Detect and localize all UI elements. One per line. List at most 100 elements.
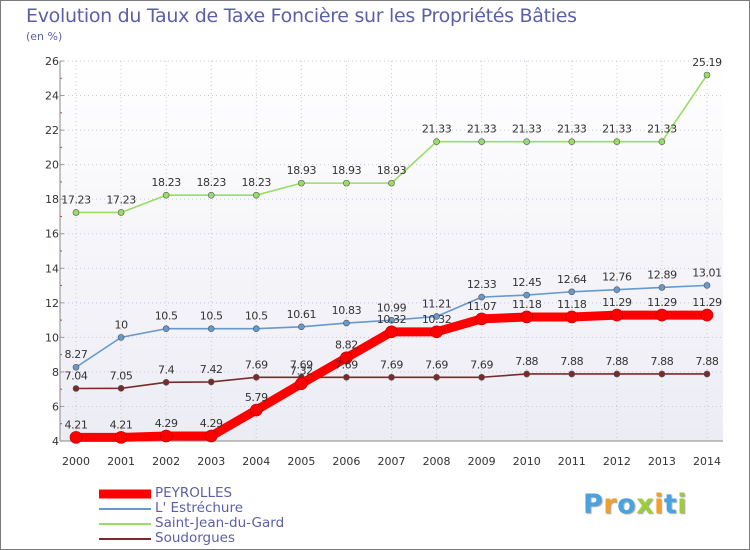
data-label: 10.61 [287,308,317,321]
data-point [385,325,398,339]
y-tick-label: 20 [45,159,59,172]
data-point [568,288,576,296]
data-label: 17.23 [61,193,91,206]
data-point [207,325,215,333]
data-label: 12.64 [557,273,587,286]
x-tick-label: 2003 [197,455,225,468]
x-tick-label: 2007 [378,455,406,468]
data-label: 18.93 [377,164,407,177]
x-tick-label: 2009 [468,455,496,468]
logo-letter: t [663,489,678,520]
data-label: 10.5 [245,310,268,323]
x-tick-label: 2011 [558,455,586,468]
data-label: 5.79 [245,391,268,404]
data-point [658,370,666,378]
data-label: 8.27 [65,348,88,361]
data-point [343,319,350,327]
data-label: 10.83 [332,304,362,317]
legend-swatch [99,537,151,540]
data-label: 21.33 [467,123,497,136]
data-point [433,313,440,320]
legend-label: L' Estréchure [155,500,244,516]
data-point [613,138,621,145]
y-tick-label: 10 [45,331,59,344]
data-label: 10.99 [377,301,407,314]
data-point [252,325,260,333]
x-tick-label: 2006 [332,455,360,468]
data-label: 11.29 [602,296,632,309]
legend-swatch [99,507,151,510]
data-label: 7.69 [425,358,448,371]
data-label: 25.19 [692,56,722,69]
data-point [703,71,711,79]
x-tick-label: 2002 [152,455,180,468]
data-point [162,325,170,333]
data-label: 7.42 [200,363,223,376]
data-label: 4.29 [200,417,223,430]
data-point [252,191,260,199]
data-point [114,431,128,444]
data-point [388,179,395,187]
data-point [72,363,80,371]
data-point [610,308,624,322]
proxiti-logo: Proxiti [583,489,687,520]
x-tick-label: 2000 [62,455,90,468]
data-label: 7.69 [380,358,403,371]
data-point [658,284,666,291]
data-label: 10.5 [155,310,178,323]
data-point [252,373,260,381]
x-tick-label: 2012 [603,455,631,468]
data-label: 7.88 [696,355,719,368]
logo-letter: o [617,489,637,520]
data-label: 7.88 [560,355,583,368]
legend: PEYROLLES L' Estréchure Saint-Jean-du-Gard… [99,486,359,546]
data-point [565,310,579,324]
data-label: 7.69 [245,358,268,371]
data-point [69,431,83,444]
data-label: 21.33 [422,123,452,136]
data-label: 10 [114,318,128,331]
data-label: 18.23 [196,176,226,189]
data-point [703,370,711,378]
data-label: 8.82 [335,339,358,352]
legend-item: L' Estréchure [99,501,359,516]
logo-letter: r [603,489,618,520]
y-tick-label: 22 [45,124,59,137]
data-label: 7.32 [290,365,313,378]
data-label: 18.23 [242,176,272,189]
logo-letter: i [677,489,688,520]
data-label: 21.33 [602,123,632,136]
x-tick-label: 2004 [242,455,270,468]
data-point [700,308,714,322]
data-point [658,138,666,145]
data-label: 12.33 [467,278,497,291]
data-point [478,138,485,145]
data-point [117,334,125,341]
logo-letter: P [583,489,604,520]
data-label: 21.33 [557,123,587,136]
data-label: 10.32 [377,313,407,326]
data-label: 21.33 [647,123,677,136]
data-point [568,370,576,378]
legend-swatch [99,489,151,498]
data-point [433,373,440,381]
data-label: 7.69 [290,358,313,371]
data-label: 18.23 [151,176,181,189]
data-point [204,429,218,443]
data-label: 18.93 [287,164,317,177]
y-tick-label: 18 [45,193,59,206]
data-point [72,385,80,392]
legend-item: PEYROLLES [99,486,359,501]
data-label: 7.04 [65,369,88,382]
data-point [162,378,170,386]
data-point [207,378,215,386]
data-label: 12.45 [512,276,542,289]
y-tick-label: 14 [45,262,59,275]
data-point [162,191,170,199]
data-point [613,370,621,378]
data-point [343,373,350,381]
data-label: 11.18 [512,298,542,311]
x-tick-label: 2014 [693,455,721,468]
data-point [117,385,125,392]
